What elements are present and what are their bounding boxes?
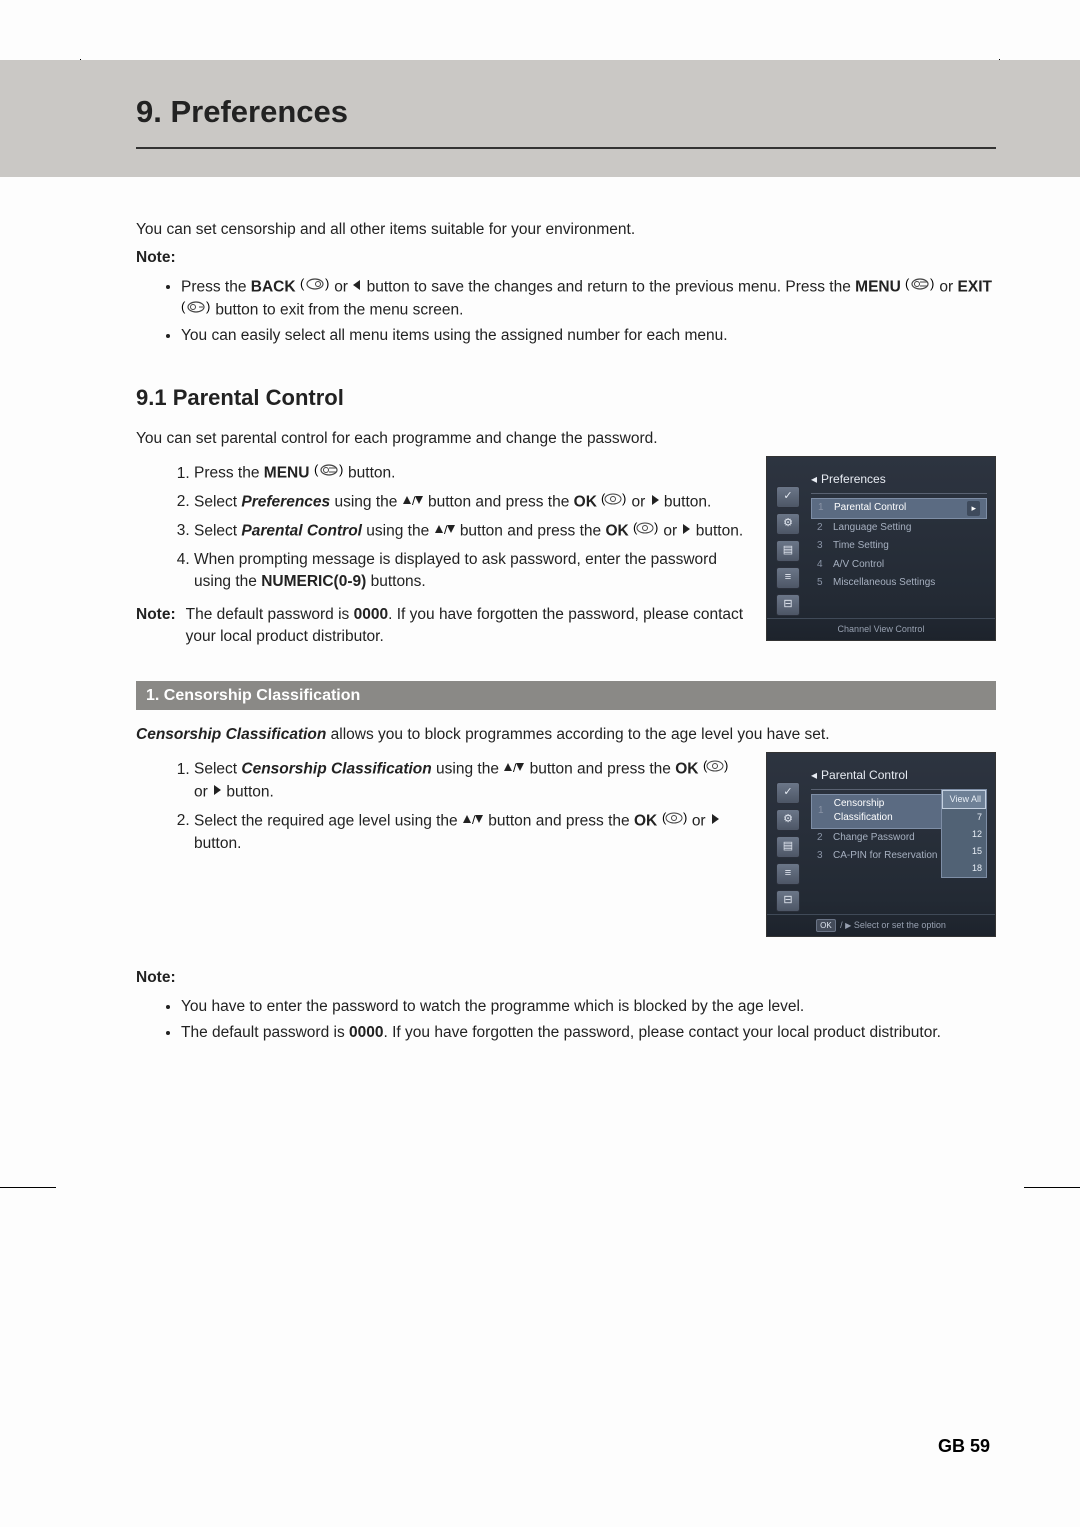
doc-icon: ▤: [776, 540, 800, 562]
note-item: The default password is 0000. If you hav…: [181, 1022, 996, 1044]
note-item: You can easily select all menu items usi…: [181, 325, 996, 347]
submenu-item: 7: [942, 809, 986, 826]
step-item: Select Censorship Classification using t…: [194, 758, 746, 804]
content: 9. Preferences You can set censorship an…: [136, 60, 996, 1045]
svg-text:): ): [724, 759, 728, 773]
cc-intro: Censorship Classification allows you to …: [136, 724, 996, 746]
gear-icon: ⚙: [776, 513, 800, 535]
svg-text:): ): [930, 277, 934, 291]
note-list: You have to enter the password to watch …: [136, 996, 996, 1045]
shot-footer: OK / ▶ Select or set the option: [767, 914, 995, 933]
up-down-arrow-icon: /: [503, 758, 525, 780]
settings-icon: ⊟: [776, 890, 800, 912]
svg-text:): ): [622, 492, 626, 506]
steps-list: Press the MENU () button. Select Prefere…: [136, 462, 746, 593]
check-icon: ✓: [776, 782, 800, 804]
menu-item: 4A/V Control: [811, 556, 987, 575]
subsection-title: 9.1 Parental Control: [136, 382, 996, 414]
shot-footer: Channel View Control: [767, 618, 995, 636]
menu-item: 1Parental Control▸: [811, 498, 987, 519]
check-icon: ✓: [776, 486, 800, 508]
up-down-arrow-icon: /: [402, 491, 424, 513]
step-item: Select the required age level using the …: [194, 810, 746, 855]
svg-text:): ): [206, 300, 210, 314]
svg-text:): ): [325, 277, 329, 291]
ok-button-icon: (): [633, 520, 659, 542]
menu-item: 3Time Setting: [811, 537, 987, 556]
svg-text:(: (: [181, 300, 186, 314]
up-down-arrow-icon: /: [462, 810, 484, 832]
intro-text: You can set censorship and all other ite…: [136, 219, 996, 241]
preferences-screenshot: ✓ ⚙ ▤ ≡ ⊟ ◂Preferences 1Parental Control…: [766, 456, 996, 641]
gear-icon: ⚙: [776, 809, 800, 831]
subsection-intro: You can set parental control for each pr…: [136, 428, 996, 450]
shot-menu: 1Parental Control▸2Language Setting3Time…: [811, 498, 987, 593]
note-item: Press the BACK () or button to save the …: [181, 276, 996, 322]
note-list: Press the BACK () or button to save the …: [136, 276, 996, 348]
svg-text:/: /: [513, 761, 517, 773]
menu-button-icon: (): [905, 276, 935, 298]
subheader-bar: 1. Censorship Classification: [136, 681, 996, 710]
page: 9. Preferences You can set censorship an…: [0, 0, 1080, 1527]
note-label: Note:: [136, 249, 176, 266]
submenu-panel: View All7121518: [941, 789, 987, 878]
doc-icon: ▤: [776, 836, 800, 858]
inner-column: 9. Preferences You can set censorship an…: [81, 60, 999, 1045]
note-text: The default password is 0000. If you hav…: [186, 604, 746, 649]
right-arrow-icon: [650, 491, 660, 513]
right-arrow-icon: [212, 781, 222, 803]
svg-text:(: (: [314, 463, 319, 477]
side-icons: ✓ ⚙ ▤ ≡ ⊟: [771, 481, 805, 621]
parental-control-screenshot: ✓ ⚙ ▤ ≡ ⊟ ◂Parental Control 1Censorship …: [766, 752, 996, 937]
steps-list: Select Censorship Classification using t…: [136, 758, 746, 855]
note-label: Note:: [136, 606, 176, 623]
step-item: Select Preferences using the / button an…: [194, 491, 746, 514]
right-arrow-icon: [681, 520, 691, 542]
svg-text:/: /: [412, 494, 416, 506]
svg-text:): ): [654, 521, 658, 535]
back-button-icon: (): [300, 276, 330, 298]
step-item: Press the MENU () button.: [194, 462, 746, 485]
page-number: GB 59: [938, 1436, 990, 1457]
svg-text:(: (: [300, 277, 305, 291]
crop-mark: [0, 1187, 56, 1188]
menu-button-icon: (): [314, 462, 344, 484]
shot-title: ◂Preferences: [811, 471, 987, 493]
submenu-item: View All: [942, 790, 986, 809]
step-item: Select Parental Control using the / butt…: [194, 520, 746, 543]
side-icons: ✓ ⚙ ▤ ≡ ⊟: [771, 777, 805, 917]
note-block: Note: The default password is 0000. If y…: [136, 604, 746, 649]
menu-item: 2Language Setting: [811, 519, 987, 538]
steps-with-screenshot: Press the MENU () button. Select Prefere…: [136, 456, 996, 648]
svg-text:): ): [683, 811, 687, 825]
left-arrow-icon: [352, 276, 362, 298]
ok-button-icon: (): [703, 758, 729, 780]
note-item: You have to enter the password to watch …: [181, 996, 996, 1018]
tune-icon: ≡: [776, 863, 800, 885]
svg-text:/: /: [444, 523, 448, 535]
right-arrow-icon: [710, 810, 720, 832]
menu-item: 5Miscellaneous Settings: [811, 574, 987, 593]
step-item: When prompting message is displayed to a…: [194, 549, 746, 594]
note-label: Note:: [136, 969, 176, 986]
exit-button-icon: (): [181, 299, 211, 321]
svg-text:(: (: [905, 277, 910, 291]
tune-icon: ≡: [776, 567, 800, 589]
svg-text:/: /: [472, 813, 476, 825]
submenu-item: 18: [942, 860, 986, 877]
steps-with-screenshot-2: Select Censorship Classification using t…: [136, 752, 996, 937]
chapter-title: 9. Preferences: [136, 60, 996, 149]
submenu-item: 15: [942, 843, 986, 860]
settings-icon: ⊟: [776, 594, 800, 616]
submenu-item: 12: [942, 826, 986, 843]
ok-button-icon: (): [601, 491, 627, 513]
svg-text:): ): [339, 463, 343, 477]
crop-mark: [1024, 1187, 1080, 1188]
up-down-arrow-icon: /: [434, 520, 456, 542]
shot-title: ◂Parental Control: [811, 767, 987, 789]
ok-button-icon: (): [662, 810, 688, 832]
